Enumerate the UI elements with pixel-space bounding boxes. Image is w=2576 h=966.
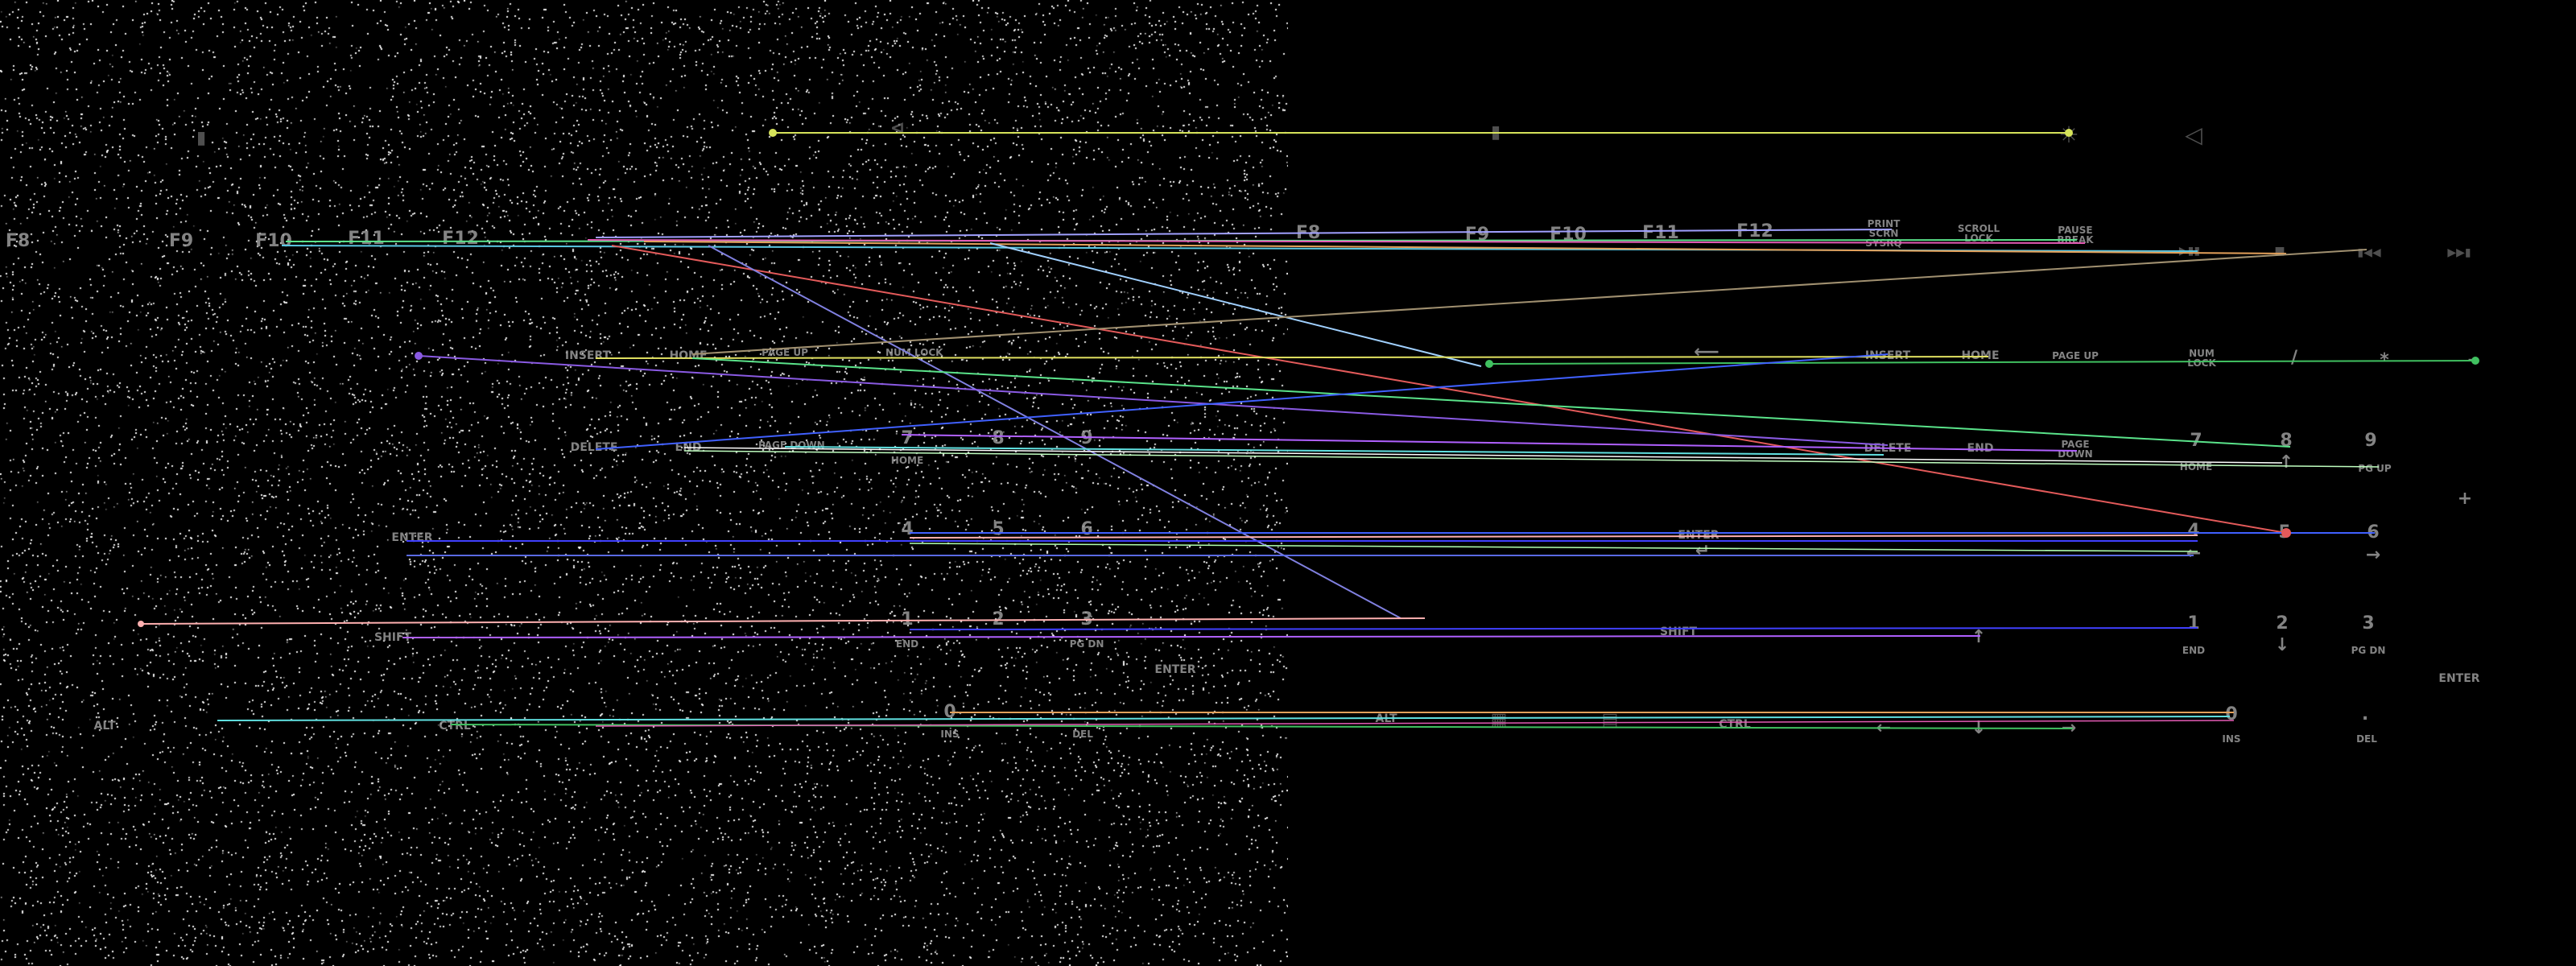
right-numpad-0: 0 [2225, 704, 2238, 724]
match-point [2065, 129, 2073, 137]
right-numpad-2: 2 [2276, 613, 2289, 634]
left-numpad-1: 1 [901, 609, 914, 630]
match-line [683, 447, 2283, 464]
right-numpad-9: 9 [2364, 431, 2377, 451]
right-key-insert: INSERT [1864, 349, 1911, 362]
left-key-f9: F9 [168, 231, 194, 251]
right-numpad-3-sub: PG DN [2351, 645, 2386, 656]
right-key-page-up: PAGE UP [2052, 350, 2099, 361]
match-line [1488, 360, 2476, 365]
left-numpad-7: 7 [901, 428, 914, 448]
match-line [217, 716, 2231, 721]
right-key-num-lock: NUM LOCK [2187, 348, 2216, 369]
windows-icon: ▦ [1490, 710, 1508, 730]
right-numpad-3: 3 [2362, 613, 2375, 634]
numpad-up-arrow-icon: ↑ [2278, 452, 2294, 473]
left-key-f12: F12 [442, 229, 479, 249]
next-track-icon: ▶▶▮ [2447, 246, 2471, 259]
match-line [909, 543, 2198, 552]
right-numpad-plus: + [2457, 489, 2473, 509]
match-point [769, 129, 777, 137]
right-key-end: END [1967, 442, 1994, 455]
right-numpad-slash: / [2290, 348, 2298, 368]
left-sun-icon: ▮ [196, 128, 207, 148]
right-key-f11: F11 [1642, 223, 1679, 243]
left-numpad-9: 9 [1080, 428, 1093, 448]
right-numpad-enter: ENTER [2438, 672, 2480, 685]
right-key-f10: F10 [1550, 225, 1587, 245]
left-key-numpad-enter: ENTER [1154, 663, 1196, 676]
left-numpad-del: DEL [1072, 729, 1093, 740]
match-line [140, 617, 1426, 625]
left-key-page-up: PAGE UP [762, 347, 808, 358]
match-line [450, 724, 2074, 729]
right-numpad-dot: . [2361, 704, 2369, 724]
match-line [402, 635, 1981, 638]
match-point [1485, 360, 1493, 368]
numpad-right-arrow-icon: → [2365, 545, 2381, 565]
left-key-f11: F11 [348, 229, 385, 249]
match-line [418, 355, 1889, 446]
noisy-keyboard-image [0, 0, 1288, 966]
left-key-alt: ALT [93, 720, 116, 733]
match-point [2281, 528, 2291, 538]
match-line [611, 245, 2287, 534]
menu-icon: ▤ [1601, 710, 1619, 730]
match-line [595, 356, 1989, 359]
left-numpad-end: END [895, 638, 919, 650]
left-key-num-lock: NUM LOCK [886, 347, 943, 358]
left-numpad-8: 8 [992, 428, 1005, 448]
match-line [595, 720, 2235, 727]
match-line [643, 241, 2287, 254]
left-numpad-pgdn: PG DN [1069, 638, 1104, 650]
match-line [595, 229, 1893, 238]
left-key-f8: F8 [5, 231, 31, 251]
match-line [595, 353, 1889, 450]
left-numpad-home: HOME [890, 455, 924, 466]
clean-keyboard-image [1288, 0, 2576, 966]
match-point [2471, 357, 2479, 365]
right-numpad-8: 8 [2280, 431, 2293, 451]
left-key-delete: DELETE [570, 441, 618, 454]
right-numpad-9-sub: PG UP [2358, 463, 2392, 474]
right-key-home: HOME [1961, 349, 2000, 362]
right-numpad-1-sub: END [2182, 645, 2206, 656]
match-point [138, 621, 144, 627]
numpad-left-arrow-icon: ← [2186, 543, 2202, 564]
match-point [415, 352, 423, 360]
speaker-icon: ◁ [2185, 122, 2202, 148]
match-line [587, 239, 2086, 244]
match-line [708, 245, 1402, 619]
right-key-page-down: PAGE DOWN [2058, 439, 2093, 460]
match-line [691, 249, 2368, 355]
numpad-down-arrow-icon: ↓ [2274, 635, 2290, 655]
left-numpad-ins: INS [940, 729, 960, 740]
match-line [901, 434, 2078, 452]
right-key-f12: F12 [1736, 221, 1773, 242]
left-key-ctrl: CTRL [439, 720, 471, 733]
match-line [909, 535, 2198, 539]
left-key-shift: SHIFT [374, 631, 412, 644]
match-line [683, 450, 2380, 468]
right-numpad-7: 7 [2190, 431, 2202, 451]
match-line [909, 627, 2198, 630]
right-numpad-0-sub: INS [2222, 733, 2241, 745]
right-numpad-dot-sub: DEL [2356, 733, 2377, 745]
up-arrow-icon: ↑ [1971, 627, 1987, 647]
match-line [784, 446, 1885, 456]
right-key-f9: F9 [1464, 225, 1490, 245]
match-line [989, 242, 1482, 367]
match-line [691, 357, 2291, 448]
